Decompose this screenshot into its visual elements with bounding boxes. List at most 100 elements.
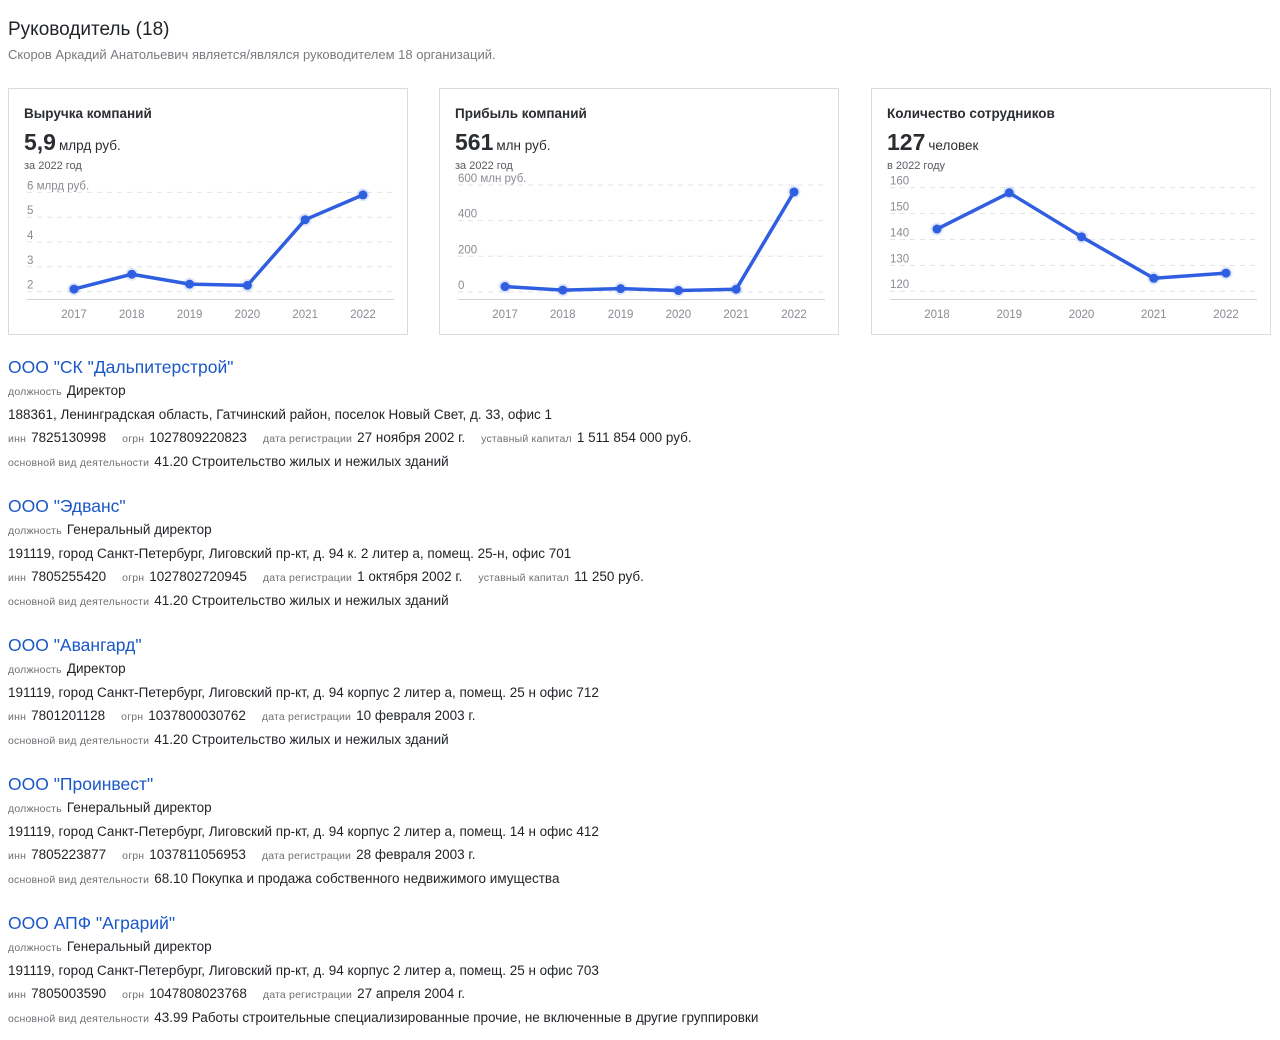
x-tick-label: 2017 bbox=[492, 309, 518, 321]
registry-row: инн 7805003590 огрн 1047808023768 дата регис… bbox=[8, 982, 1268, 1006]
data-point bbox=[242, 280, 252, 290]
address-row: 191119, город Санкт-Петербург, Лиговский… bbox=[8, 684, 599, 700]
organization-link[interactable]: ООО "СК "Дальпитерстрой" bbox=[8, 357, 234, 377]
card-value-unit: млн руб. bbox=[496, 138, 551, 153]
reg-date-label: дата регистрации bbox=[262, 572, 353, 584]
data-point bbox=[500, 282, 510, 292]
y-tick-label: 600 млн руб. bbox=[458, 173, 526, 185]
y-tick-label: 160 bbox=[890, 176, 909, 188]
position-row: должность Директор bbox=[8, 657, 1268, 681]
position-label: должность bbox=[8, 664, 62, 676]
reg-date-label: дата регистрации bbox=[262, 433, 353, 445]
x-tick-label: 2021 bbox=[1141, 309, 1167, 321]
activity-value: 43.99 Работы строительные специализирова… bbox=[154, 1009, 759, 1025]
reg-date-label: дата регистрации bbox=[261, 850, 352, 862]
activity-label: основной вид деятельности bbox=[8, 734, 150, 747]
inn-label: инн bbox=[8, 711, 27, 723]
address-row: 191119, город Санкт-Петербург, Лиговский… bbox=[8, 545, 572, 561]
page-subtitle: Скоров Аркадий Анатольевич является/явля… bbox=[8, 47, 496, 62]
position-value: Директор bbox=[66, 383, 126, 398]
organization-item: ООО "Эдванс" должность Генеральный директ… bbox=[8, 494, 1268, 612]
y-tick-label: 200 bbox=[458, 244, 477, 256]
position-value: Генеральный директор bbox=[66, 939, 212, 954]
data-point bbox=[358, 190, 368, 200]
inn-value: 7805255420 bbox=[31, 569, 107, 584]
card-title: Выручка компаний bbox=[24, 106, 152, 121]
profit-card: Прибыль компаний 561 млн руб. за 2022 год… bbox=[439, 88, 839, 335]
data-point bbox=[616, 284, 626, 294]
card-value-unit: млрд руб. bbox=[58, 138, 121, 153]
ogrn-value: 1027809220823 bbox=[149, 430, 247, 445]
employees-card: Количество сотрудников 127 человек в 2022… bbox=[871, 88, 1271, 335]
position-value: Директор bbox=[66, 661, 126, 676]
y-tick-label: 6 млрд руб. bbox=[27, 180, 89, 192]
x-tick-label: 2022 bbox=[781, 309, 807, 321]
data-point bbox=[1149, 273, 1159, 283]
position-row: должность Директор bbox=[8, 379, 1268, 403]
x-tick-label: 2019 bbox=[608, 309, 634, 321]
inn-value: 7805223877 bbox=[31, 847, 107, 862]
ogrn-label: огрн bbox=[122, 989, 145, 1001]
activity-label: основной вид деятельности bbox=[8, 1012, 150, 1025]
data-point bbox=[1077, 232, 1086, 242]
x-tick-label: 2018 bbox=[550, 309, 576, 321]
data-point bbox=[558, 285, 568, 295]
x-tick-label: 2022 bbox=[1213, 309, 1239, 321]
data-point bbox=[69, 284, 79, 294]
position-label: должность bbox=[8, 803, 62, 815]
x-tick-label: 2019 bbox=[996, 309, 1022, 321]
activity-label: основной вид деятельности bbox=[8, 595, 150, 608]
inn-label: инн bbox=[8, 572, 27, 584]
position-label: должность bbox=[8, 386, 62, 398]
registry-row: инн 7805255420 огрн 1027802720945 дата регис… bbox=[8, 565, 1268, 589]
y-tick-label: 2 bbox=[27, 280, 33, 292]
ogrn-value: 1037811056953 bbox=[149, 847, 246, 862]
y-tick-label: 4 bbox=[27, 230, 34, 242]
data-point bbox=[300, 215, 310, 225]
address-row: 191119, город Санкт-Петербург, Лиговский… bbox=[8, 823, 599, 839]
x-tick-label: 2021 bbox=[292, 309, 318, 321]
inn-value: 7805003590 bbox=[31, 986, 107, 1001]
data-point bbox=[731, 284, 741, 294]
capital-value: 11 250 руб. bbox=[574, 569, 644, 584]
inn-label: инн bbox=[8, 433, 27, 445]
y-tick-label: 0 bbox=[458, 280, 464, 292]
x-tick-label: 2018 bbox=[924, 309, 950, 321]
registry-row: инн 7825130998 огрн 1027809220823 дата регис… bbox=[8, 426, 1268, 450]
ogrn-value: 1037800030762 bbox=[148, 708, 246, 723]
reg-date-label: дата регистрации bbox=[261, 711, 352, 723]
card-period: за 2022 год bbox=[455, 160, 513, 172]
y-tick-label: 3 bbox=[27, 255, 33, 267]
y-tick-label: 150 bbox=[890, 202, 909, 214]
y-tick-label: 120 bbox=[890, 279, 909, 291]
inn-label: инн bbox=[8, 989, 27, 1001]
position-row: должность Генеральный директор bbox=[8, 796, 1268, 820]
card-title: Прибыль компаний bbox=[455, 106, 587, 121]
data-point bbox=[932, 224, 942, 234]
organization-link[interactable]: ООО "Авангард" bbox=[8, 635, 142, 655]
organization-item: ООО "Авангард" должность Директор 191119,… bbox=[8, 633, 1268, 751]
activity-value: 41.20 Строительство жилых и нежилых здан… bbox=[154, 453, 449, 469]
activity-row: основной вид деятельности 41.20 Строитель… bbox=[8, 589, 1268, 613]
organization-link[interactable]: ООО "Эдванс" bbox=[8, 496, 126, 516]
position-row: должность Генеральный директор bbox=[8, 518, 1268, 542]
series-line bbox=[503, 190, 796, 293]
position-value: Генеральный директор bbox=[66, 800, 212, 815]
reg-date-value: 27 ноября 2002 г. bbox=[357, 430, 466, 445]
ogrn-label: огрн bbox=[121, 711, 144, 723]
x-tick-label: 2017 bbox=[61, 309, 87, 321]
y-tick-label: 400 bbox=[458, 209, 477, 221]
y-tick-label: 5 bbox=[27, 205, 33, 217]
series-line bbox=[72, 193, 365, 291]
capital-label: уставный капитал bbox=[481, 433, 572, 445]
reg-date-value: 27 апреля 2004 г. bbox=[357, 986, 466, 1001]
activity-value: 68.10 Покупка и продажа собственного нед… bbox=[154, 870, 560, 886]
x-tick-label: 2020 bbox=[666, 309, 692, 321]
organization-link[interactable]: ООО "Проинвест" bbox=[8, 774, 154, 794]
ogrn-value: 1027802720945 bbox=[149, 569, 247, 584]
organization-link[interactable]: ООО АПФ "Аграрий" bbox=[8, 913, 176, 933]
y-tick-label: 140 bbox=[890, 227, 909, 239]
activity-row: основной вид деятельности 68.10 Покупка и… bbox=[8, 867, 1268, 891]
card-value-number: 5,9 bbox=[24, 129, 56, 155]
organization-item: ООО АПФ "Аграрий" должность Генеральный д… bbox=[8, 911, 1268, 1029]
